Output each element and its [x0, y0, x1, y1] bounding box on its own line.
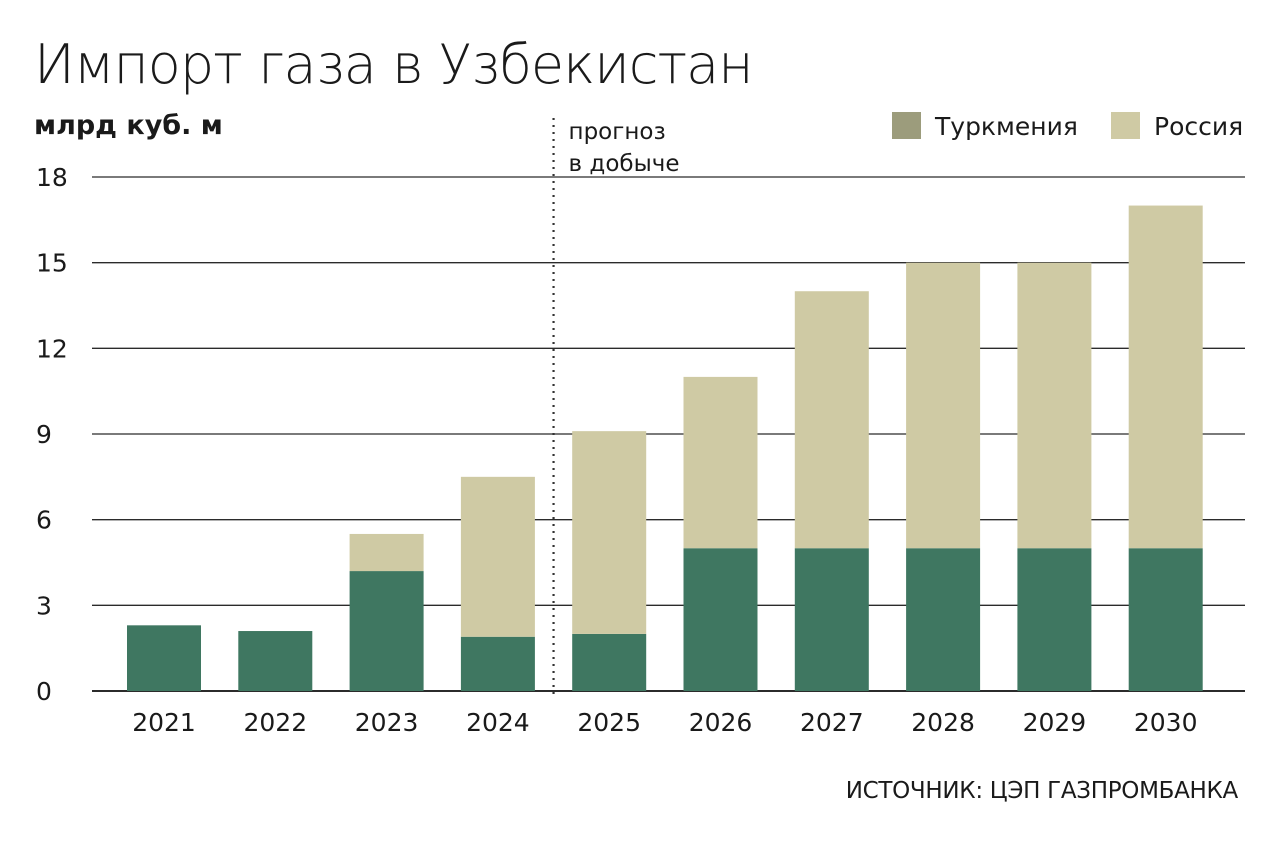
bar-2026-turkmenistan: [683, 548, 758, 691]
x-tick-label-2026: 2026: [689, 708, 753, 737]
bar-2030-russia: [1128, 205, 1203, 549]
y-tick-label-0: 0: [36, 677, 52, 706]
y-tick-label-12: 12: [36, 334, 68, 363]
legend-swatch-russia: [1111, 112, 1140, 139]
bar-2024-russia: [460, 476, 535, 637]
x-tick-label-2030: 2030: [1134, 708, 1198, 737]
y-tick-label-15: 15: [36, 249, 68, 278]
x-tick-label-2029: 2029: [1023, 708, 1087, 737]
y-axis-labels: 0 3 6 9 12 15 18: [36, 163, 68, 706]
y-tick-label-6: 6: [36, 506, 52, 535]
x-tick-label-2027: 2027: [800, 708, 864, 737]
x-tick-label-2024: 2024: [466, 708, 530, 737]
x-tick-label-2021: 2021: [132, 708, 196, 737]
forecast-label-line-1: прогноз: [569, 119, 666, 145]
bar-2022-turkmenistan: [238, 631, 313, 691]
bar-2023-russia: [349, 533, 424, 572]
y-tick-label-9: 9: [36, 420, 52, 449]
bar-2029-russia: [1017, 262, 1092, 549]
legend-swatch-turkmenistan: [892, 112, 921, 139]
bar-2026-russia: [683, 376, 758, 549]
legend-label-russia: Россия: [1154, 112, 1243, 141]
bar-2024-turkmenistan: [460, 636, 535, 691]
forecast-label-line-2: в добыче: [569, 151, 680, 177]
bars: [127, 205, 1203, 691]
x-tick-label-2023: 2023: [355, 708, 419, 737]
bar-2027-turkmenistan: [794, 548, 869, 691]
bar-2029-turkmenistan: [1017, 548, 1092, 691]
source-note: ИСТОЧНИК: ЦЭП ГАЗПРОМБАНКА: [845, 778, 1239, 804]
legend: Туркмения Россия: [892, 112, 1243, 141]
x-tick-label-2025: 2025: [577, 708, 641, 737]
legend-label-turkmenistan: Туркмения: [934, 112, 1078, 141]
y-tick-label-3: 3: [36, 591, 52, 620]
bar-2025-russia: [572, 431, 647, 634]
bar-2023-turkmenistan: [349, 571, 424, 691]
x-tick-label-2028: 2028: [911, 708, 975, 737]
x-tick-label-2022: 2022: [243, 708, 307, 737]
chart-title: Импорт газа в Узбекистан: [34, 33, 753, 96]
y-axis-unit-label: млрд куб. м: [34, 110, 223, 141]
bar-2028-turkmenistan: [906, 548, 981, 691]
bar-2021-turkmenistan: [127, 625, 201, 691]
forecast-divider: прогноз в добыче: [552, 118, 680, 695]
bar-2025-turkmenistan: [572, 633, 647, 691]
x-axis-labels: 2021 2022 2023 2024 2025 2026 2027 2028 2029 2030: [132, 708, 1197, 737]
bar-2028-russia: [906, 262, 981, 549]
bar-2027-russia: [794, 291, 869, 549]
bar-2030-turkmenistan: [1128, 548, 1203, 691]
y-tick-label-18: 18: [36, 163, 68, 192]
